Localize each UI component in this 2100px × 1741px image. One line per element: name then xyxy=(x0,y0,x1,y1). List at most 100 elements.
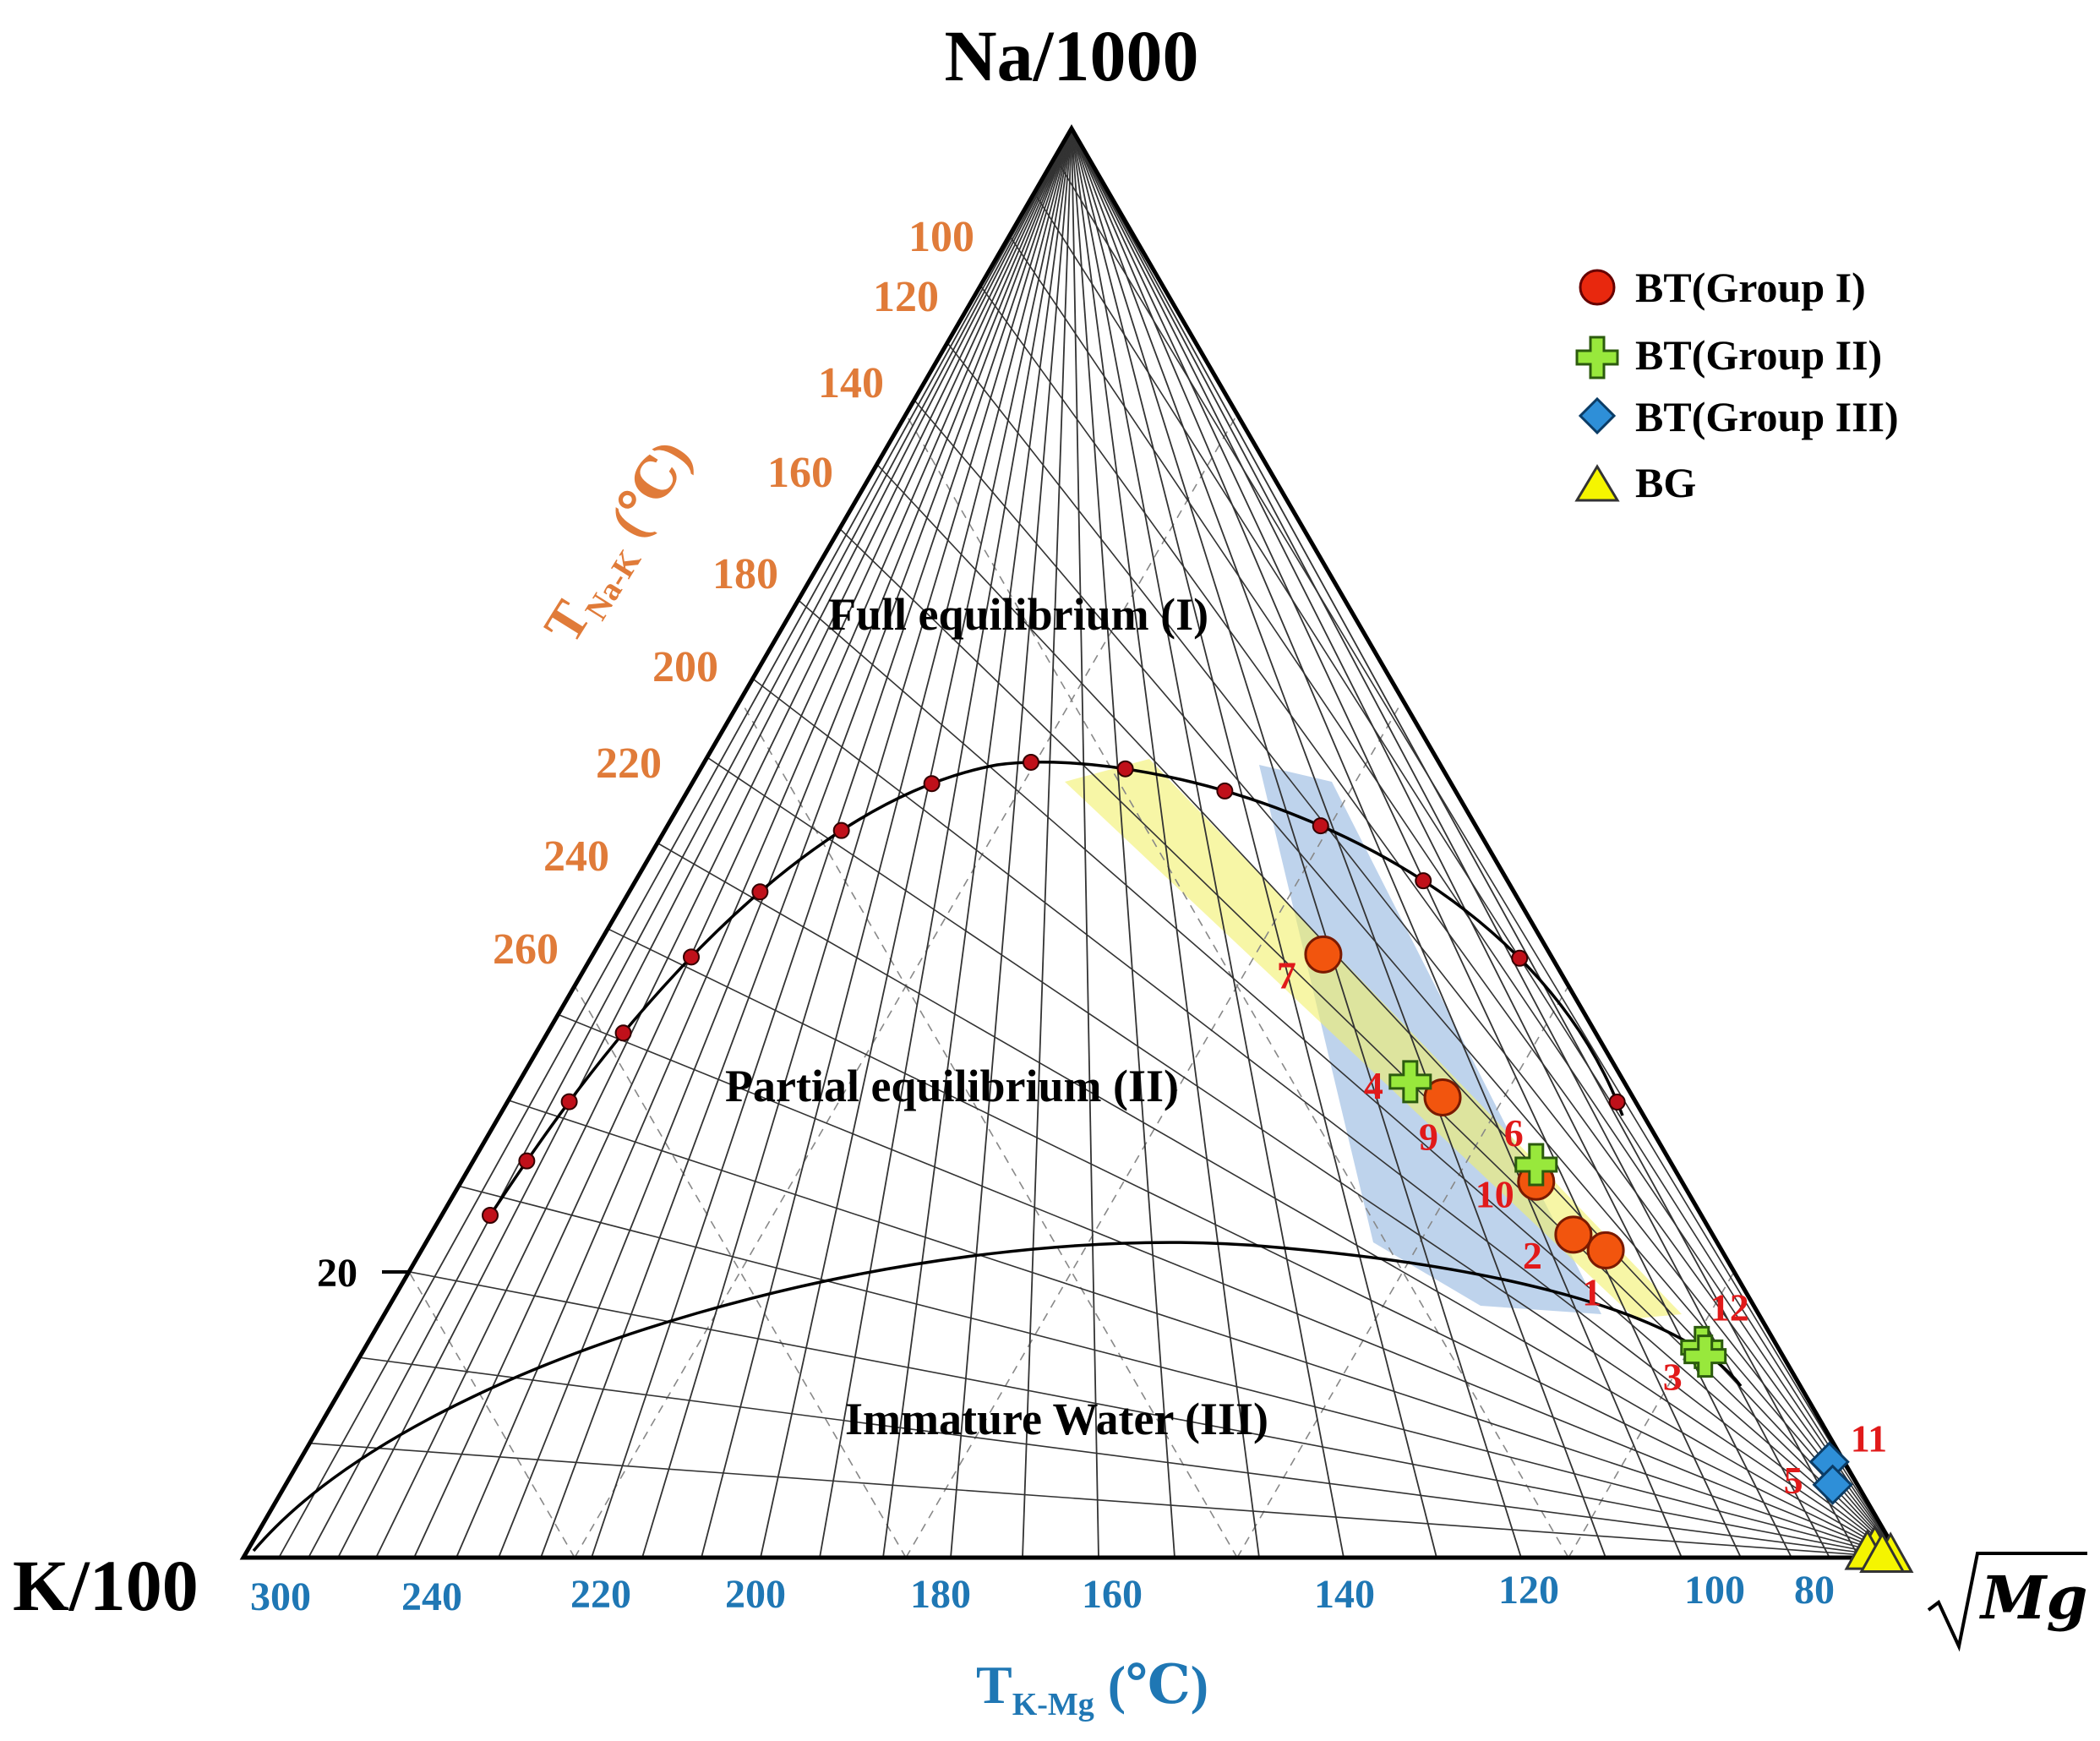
na-k-isoline xyxy=(946,342,1901,1558)
equilibrium-marker xyxy=(1216,782,1234,800)
k-mg-isoline xyxy=(1071,128,1683,1558)
k-mg-tick: 240 xyxy=(401,1575,462,1619)
vertex-mg-label: Mg xyxy=(1979,1563,2087,1633)
dashed-guide xyxy=(1568,1271,1735,1558)
na-k-tick-labels: 100 120 140 160 180 200 220 240 260 xyxy=(493,213,974,974)
vertex-mg: Mg xyxy=(1927,1552,2087,1652)
legend-label: BT(Group I) xyxy=(1635,264,1866,311)
sample-label: 6 xyxy=(1504,1111,1524,1154)
equilibrium-marker xyxy=(482,1207,499,1224)
k-mg-tick: 220 xyxy=(570,1572,631,1617)
na-k-tick: 160 xyxy=(767,449,833,497)
k-mg-title-unit: (℃) xyxy=(1094,1655,1208,1715)
partial-equilibrium-curve xyxy=(252,1241,1743,1553)
na-k-isoline xyxy=(508,1100,1901,1558)
k-mg-tick: 160 xyxy=(1082,1572,1143,1617)
equilibrium-marker xyxy=(1116,760,1134,778)
equilibrium-marker xyxy=(832,821,850,839)
k-mg-isoline xyxy=(413,128,1072,1558)
na-k-isoline xyxy=(309,1442,1901,1558)
sample-label: 4 xyxy=(1364,1064,1383,1107)
na-k-tick: 100 xyxy=(908,213,974,261)
k-mg-isoline xyxy=(1022,128,1072,1558)
dashed-guide xyxy=(905,699,1404,1558)
sample-label: 2 xyxy=(1523,1234,1542,1277)
k-mg-isoline xyxy=(819,128,1072,1558)
full-equilibrium-curve xyxy=(488,761,1624,1216)
left-edge-tick-label: 20 xyxy=(317,1251,357,1296)
equilibrium-marker xyxy=(1415,872,1432,890)
na-k-axis-title: TNa-K (℃) xyxy=(532,430,703,653)
equilibrium-marker xyxy=(751,883,769,901)
sample-label: 3 xyxy=(1663,1356,1683,1399)
k-mg-isoline xyxy=(701,128,1072,1558)
dashed-guide xyxy=(574,985,907,1558)
na-k-isoline xyxy=(408,1271,1901,1558)
k-mg-isoline xyxy=(1071,128,1606,1558)
na-k-isoline xyxy=(607,928,1901,1558)
k-mg-tick: 120 xyxy=(1498,1568,1559,1613)
na-k-isoline xyxy=(458,1185,1901,1558)
na-k-isoline xyxy=(1008,235,1901,1558)
k-mg-isoline xyxy=(1071,128,1860,1558)
equilibrium-marker xyxy=(923,775,941,793)
na-k-isoline xyxy=(979,285,1901,1558)
k-mg-isoline xyxy=(1071,128,1175,1558)
sample-points xyxy=(1304,935,1914,1574)
sqrt-symbol xyxy=(1927,1552,2087,1652)
sample-diamond-marker xyxy=(1812,1464,1853,1505)
equilibrium-marker xyxy=(518,1152,536,1170)
k-mg-isoline xyxy=(278,128,1072,1558)
k-mg-tick: 200 xyxy=(725,1572,786,1617)
triangle-frame xyxy=(239,124,1904,1560)
legend-plus-icon xyxy=(1575,336,1619,379)
k-mg-tick-labels: 300 240 220 200 180 160 140 120 100 80 xyxy=(250,1568,1835,1619)
na-k-isoline xyxy=(1054,156,1901,1558)
sample-circle-marker xyxy=(1423,1078,1462,1116)
k-mg-isoline xyxy=(1071,128,1742,1558)
na-k-tick: 240 xyxy=(543,832,609,881)
k-mg-isoline xyxy=(1071,128,1522,1558)
dashed-guide xyxy=(905,413,1569,1558)
k-mg-tick: 100 xyxy=(1684,1568,1745,1613)
equilibrium-marker xyxy=(1511,949,1529,967)
equilibrium-marker xyxy=(1022,753,1039,771)
k-mg-isoline xyxy=(1071,128,1437,1558)
k-mg-isoline xyxy=(337,128,1072,1558)
dashed-guide xyxy=(408,1271,575,1558)
k-mg-isoline xyxy=(375,128,1072,1558)
k-mg-isoline xyxy=(308,128,1072,1558)
k-mg-isoline xyxy=(1071,128,1099,1558)
na-k-isoline xyxy=(914,399,1901,1558)
sample-label: 7 xyxy=(1277,953,1296,996)
na-k-tick: 220 xyxy=(596,740,662,788)
legend-diamond-icon xyxy=(1578,396,1617,435)
legend-item-group-i: BT(Group I) xyxy=(1579,264,1866,311)
k-mg-isoline xyxy=(455,128,1072,1558)
k-mg-isoline xyxy=(498,128,1072,1558)
k-mg-tick: 180 xyxy=(910,1572,971,1617)
k-mg-isoline xyxy=(882,128,1072,1558)
k-mg-isoline xyxy=(540,128,1072,1558)
sample-circle-marker xyxy=(1586,1231,1625,1269)
k-mg-isoline xyxy=(950,128,1072,1558)
sample-circle-marker xyxy=(1554,1215,1593,1254)
k-mg-isoline xyxy=(591,128,1072,1558)
k-mg-isoline xyxy=(641,128,1072,1558)
region-partial-equilibrium: Partial equilibrium (II) xyxy=(725,1061,1179,1111)
region-immature-water: Immature Water (III) xyxy=(845,1394,1268,1444)
sample-plus-marker xyxy=(1683,1334,1727,1378)
legend-circle-icon xyxy=(1579,269,1616,306)
k-mg-isoline xyxy=(1071,128,1260,1558)
na-k-isoline xyxy=(839,527,1901,1558)
equilibrium-marker xyxy=(614,1024,632,1042)
legend-label: BT(Group II) xyxy=(1635,331,1882,379)
k-mg-isoline xyxy=(1071,128,1792,1558)
k-mg-tick: 140 xyxy=(1314,1572,1375,1617)
equilibrium-marker xyxy=(1608,1093,1626,1111)
legend-item-bg: BG xyxy=(1574,459,1696,506)
k-mg-tick: 80 xyxy=(1794,1568,1835,1613)
sample-label: 5 xyxy=(1784,1459,1803,1502)
